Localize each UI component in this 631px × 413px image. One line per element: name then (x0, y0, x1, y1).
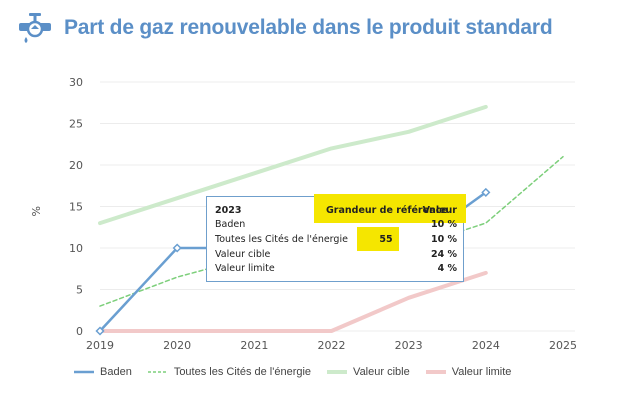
chart-header: Part de gaz renouvelable dans le produit… (18, 12, 553, 44)
tooltip-row-name: Valeur limite (215, 262, 275, 274)
legend-swatch (425, 370, 446, 374)
x-tick-label: 2025 (549, 339, 577, 352)
legend-item-baden[interactable]: Baden (74, 366, 132, 378)
tooltip-year: 2023 (215, 204, 242, 216)
chart-legend: Baden Toutes les Cités de l'énergie Vale… (74, 366, 527, 378)
tooltip-highlight (357, 227, 399, 251)
tooltip-col-ref: Grandeur de référence (326, 204, 448, 216)
legend-swatch (74, 370, 94, 374)
y-tick-label: 20 (69, 159, 83, 172)
tooltip-row-value: 24 % (430, 248, 457, 260)
x-tick-label: 2021 (240, 339, 268, 352)
tooltip-row: Valeur cible 24 % (215, 247, 457, 261)
x-tick-label: 2024 (472, 339, 500, 352)
y-tick-label: 0 (76, 325, 83, 338)
series-line-valeur-cible (98, 104, 488, 226)
x-tick-label: 2022 (318, 339, 346, 352)
tooltip-row: Toutes les Cités de l'énergie 55 10 % (215, 232, 457, 246)
legend-swatch (327, 370, 348, 374)
tooltip-row-ref: 55 (379, 233, 393, 245)
legend-swatch (147, 371, 168, 373)
legend-item-toutes-les-cites[interactable]: Toutes les Cités de l'énergie (147, 366, 312, 378)
y-tick-label: 25 (69, 118, 83, 131)
data-point-baden (95, 326, 105, 336)
legend-label: Valeur limite (451, 366, 512, 378)
legend-label: Toutes les Cités de l'énergie (173, 366, 312, 378)
y-axis-ticks: 0 5 10 15 20 25 30 (69, 76, 83, 338)
series-line-valeur-limite (98, 270, 488, 333)
tooltip-row-name: Baden (215, 218, 246, 230)
tooltip-row: Valeur limite 4 % (215, 261, 457, 275)
y-axis-label: % (29, 206, 42, 216)
tooltip: 2023 Grandeur de référence Valeur Baden … (206, 194, 466, 282)
legend-item-valeur-limite[interactable]: Valeur limite (425, 366, 512, 378)
data-point-baden (172, 243, 182, 253)
x-tick-label: 2020 (163, 339, 191, 352)
legend-label: Valeur cible (353, 366, 410, 378)
y-tick-label: 30 (69, 76, 83, 89)
tooltip-row: Baden 10 % (215, 217, 457, 231)
x-tick-label: 2019 (86, 339, 114, 352)
x-axis-ticks: 2019 2020 2021 2022 2023 2024 2025 (86, 339, 577, 352)
y-tick-label: 5 (76, 284, 83, 297)
tooltip-row-name: Toutes les Cités de l'énergie (215, 233, 348, 245)
page-title: Part de gaz renouvelable dans le produit… (64, 16, 553, 39)
tooltip-row-value: 10 % (430, 218, 457, 230)
tooltip-row-value: 4 % (437, 262, 457, 274)
y-tick-label: 15 (69, 201, 83, 214)
x-tick-label: 2023 (395, 339, 423, 352)
legend-label: Baden (100, 366, 132, 378)
y-tick-label: 10 (69, 242, 83, 255)
tooltip-col-val: Valeur (422, 204, 457, 216)
tooltip-row-value: 10 % (430, 233, 457, 245)
legend-item-valeur-cible[interactable]: Valeur cible (327, 366, 410, 378)
data-point-baden (481, 187, 491, 197)
tooltip-header-row: 2023 Grandeur de référence Valeur (215, 203, 457, 217)
gas-pipe-icon (19, 13, 51, 43)
tooltip-highlight (314, 194, 466, 223)
tooltip-row-name: Valeur cible (215, 248, 271, 260)
